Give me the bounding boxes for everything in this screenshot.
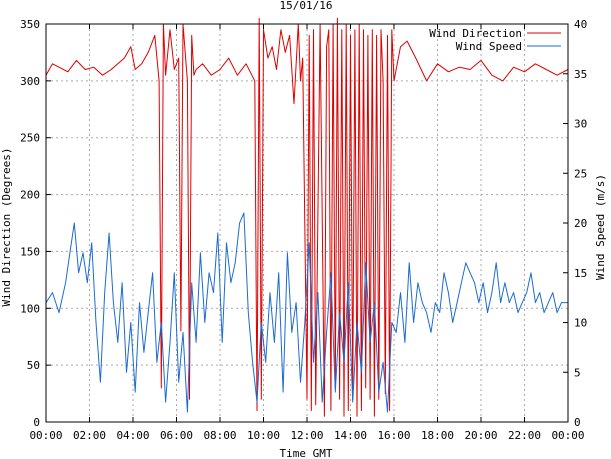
x-tick-label: 02:00 — [73, 429, 106, 442]
x-tick-label: 06:00 — [160, 429, 193, 442]
y-right-tick-label: 25 — [574, 167, 587, 180]
y-right-tick-label: 0 — [574, 416, 581, 429]
y-left-tick-label: 150 — [20, 245, 40, 258]
x-tick-label: 14:00 — [334, 429, 367, 442]
y-right-tick-label: 15 — [574, 267, 587, 280]
legend: Wind Direction Wind Speed — [429, 27, 561, 53]
x-axis-label: Time GMT — [280, 447, 333, 459]
x-tick-label: 08:00 — [203, 429, 236, 442]
y-right-tick-label: 40 — [574, 18, 587, 31]
series-line-wind-speed — [45, 212, 568, 413]
axes-ticks: 00:00 02:00 04:00 06:00 08:00 10:00 12:00 14:00… — [20, 18, 587, 442]
x-tick-label: 22:00 — [508, 429, 541, 442]
legend-label-wind-direction: Wind Direction — [429, 27, 522, 40]
y-left-tick-label: 200 — [20, 189, 40, 202]
series-layer — [45, 17, 569, 417]
y-axis-left-label: Wind Direction (Degrees) — [0, 148, 13, 307]
y-left-tick-label: 250 — [20, 132, 40, 145]
x-tick-label: 12:00 — [290, 429, 323, 442]
legend-label-wind-speed: Wind Speed — [456, 40, 522, 53]
y-right-tick-label: 30 — [574, 118, 587, 131]
y-left-tick-label: 100 — [20, 302, 40, 315]
x-tick-label: 18:00 — [421, 429, 454, 442]
series-line-wind-direction — [45, 17, 569, 417]
y-right-tick-label: 35 — [574, 68, 587, 81]
x-tick-label: 04:00 — [116, 429, 149, 442]
x-tick-label: 10:00 — [247, 429, 280, 442]
y-left-tick-label: 350 — [20, 18, 40, 31]
y-right-tick-label: 5 — [574, 366, 581, 379]
y-left-tick-label: 50 — [27, 359, 40, 372]
y-right-tick-label: 20 — [574, 217, 587, 230]
x-tick-label: 16:00 — [377, 429, 410, 442]
x-tick-label: 00:00 — [29, 429, 62, 442]
y-left-tick-label: 300 — [20, 75, 40, 88]
y-left-tick-label: 0 — [33, 416, 40, 429]
chart-title: 15/01/16 — [280, 0, 333, 12]
x-tick-label: 20:00 — [464, 429, 497, 442]
y-axis-right-label: Wind Speed (m/s) — [594, 174, 607, 280]
x-tick-label: 00:00 — [551, 429, 584, 442]
y-right-tick-label: 10 — [574, 317, 587, 330]
